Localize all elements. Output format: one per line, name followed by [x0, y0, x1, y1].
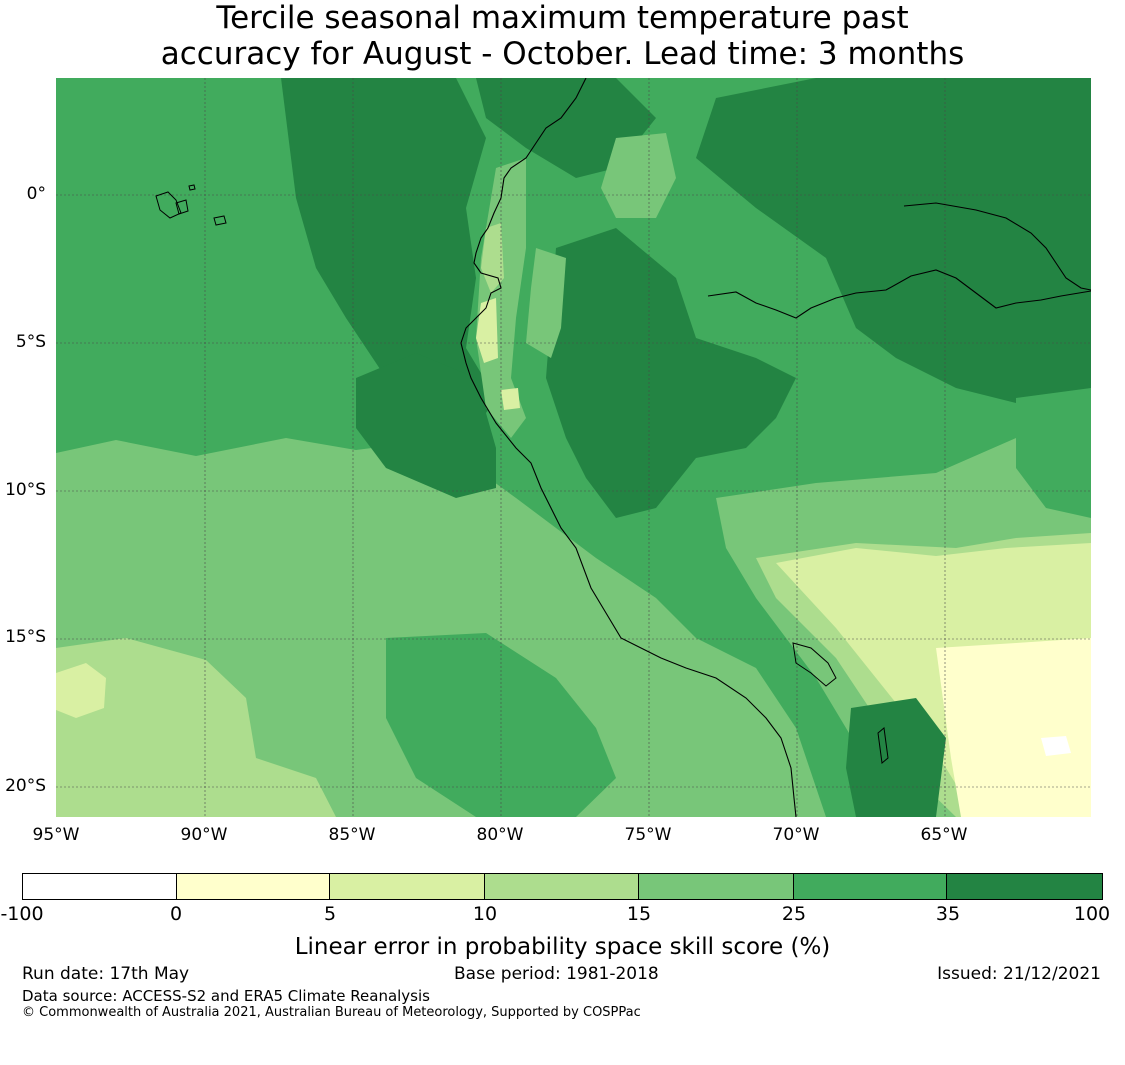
coast-pale-spot-3	[501, 388, 520, 410]
amazon-river	[903, 202, 1091, 291]
lat-label-0: 0°	[26, 184, 46, 204]
colorbar	[22, 873, 1103, 900]
map-title: Tercile seasonal maximum temperature pas…	[0, 0, 1125, 72]
gridlines	[56, 78, 1091, 817]
central-inland-dark	[546, 228, 796, 518]
skill-score-map	[56, 78, 1091, 817]
offshore-dark-band	[281, 78, 496, 428]
south-central-dark	[386, 633, 616, 817]
southeast-white-spot	[1041, 736, 1071, 756]
andes-light-strip	[526, 248, 566, 358]
lon-label-95w: 95°W	[32, 825, 80, 845]
colorbar-tick: 100	[1073, 903, 1111, 925]
southeast-palest	[936, 638, 1091, 817]
run-date: Run date: 17th May	[22, 964, 190, 984]
colorbar-tick: 10	[472, 903, 498, 925]
colorbar-segment	[793, 874, 948, 899]
west-pale-patch	[56, 663, 106, 718]
lon-label-70w: 70°W	[772, 825, 820, 845]
lon-label-65w: 65°W	[920, 825, 968, 845]
colorbar-segment	[330, 874, 486, 899]
lon-label-80w: 80°W	[476, 825, 524, 845]
base-period: Base period: 1981-2018	[454, 964, 659, 984]
title-line-1: Tercile seasonal maximum temperature pas…	[216, 0, 909, 36]
colorbar-tick: 5	[323, 903, 337, 925]
colorbar-label: Linear error in probability space skill …	[294, 934, 831, 960]
lat-label-15s: 15°S	[5, 627, 46, 647]
east-edge-dark	[1016, 388, 1091, 518]
lat-label-5s: 5°S	[15, 332, 46, 352]
galapagos-islands	[155, 184, 227, 226]
colorbar-segment	[176, 874, 331, 899]
copyright: © Commonwealth of Australia 2021, Austra…	[22, 1005, 641, 1020]
colorbar-segment	[638, 874, 794, 899]
lon-label-75w: 75°W	[624, 825, 672, 845]
lon-label-85w: 85°W	[328, 825, 376, 845]
maranon-river	[707, 269, 1091, 319]
lat-label-10s: 10°S	[5, 480, 46, 500]
southwest-lighter-region	[56, 638, 336, 817]
colorbar-tick: 35	[935, 903, 961, 925]
colorbar-segment	[947, 874, 1103, 899]
northwest-inland-dark	[476, 78, 656, 178]
coast-pale-spot-1	[481, 223, 504, 293]
title-line-2: accuracy for August - October. Lead time…	[160, 36, 965, 72]
data-source: Data source: ACCESS-S2 and ERA5 Climate …	[22, 987, 430, 1005]
coastline	[460, 78, 797, 817]
colorbar-tick: 0	[169, 903, 183, 925]
lon-label-90w: 90°W	[180, 825, 228, 845]
lat-label-20s: 20°S	[5, 776, 46, 796]
coast-pale-spot-2	[476, 298, 498, 363]
north-east-dark	[696, 78, 1091, 408]
colorbar-tick: 15	[626, 903, 652, 925]
poopo-lake	[877, 727, 889, 764]
colorbar-segment	[485, 874, 639, 899]
issued-date: Issued: 21/12/2021	[937, 964, 1101, 984]
central-offshore-dark	[356, 353, 496, 498]
colorbar-segment	[23, 874, 177, 899]
colorbar-tick: 25	[781, 903, 807, 925]
colorbar-tick: -100	[0, 903, 44, 925]
titicaca-lake	[792, 642, 837, 687]
andes-light-strip-2	[601, 133, 676, 218]
